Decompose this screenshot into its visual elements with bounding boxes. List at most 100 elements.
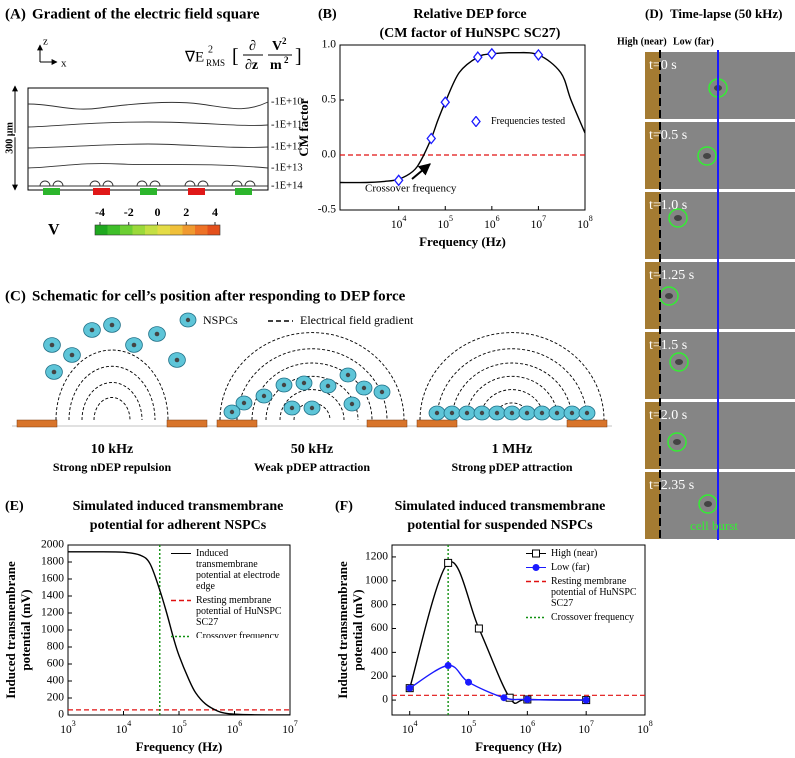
cell-nucleus (325, 383, 331, 389)
x-tick-label: 107 (531, 214, 547, 231)
annotation-arrow (411, 163, 431, 180)
colorbar-cell (170, 225, 183, 235)
electrode (43, 188, 60, 195)
frame-time: t=0.5 s (649, 128, 687, 143)
marker (533, 48, 544, 61)
x-tick-label: 108 (637, 719, 653, 736)
formula: 2 (282, 36, 287, 46)
frame-time: t=2.35 s (649, 478, 694, 493)
legend-entry: Resting membrane potential of HuNSPC SC2… (525, 576, 643, 609)
cell-highlight (667, 432, 687, 452)
colorbar-cell (107, 225, 120, 235)
cell-nucleus (379, 389, 385, 395)
x-tick-power: 6 (238, 719, 242, 728)
y-tick-label: 2000 (41, 539, 64, 551)
field-line (451, 362, 573, 421)
cell-nucleus (261, 393, 267, 399)
contour-line (27, 121, 269, 128)
legend-text: Crossover frequency (196, 631, 280, 638)
marker (532, 549, 540, 558)
case-frequency: 50 kHz (291, 442, 333, 457)
y-tick-label: 1800 (41, 556, 64, 568)
cell-nucleus (69, 352, 75, 358)
cell-nucleus (449, 410, 455, 416)
field-line (465, 375, 559, 421)
x-tick-power: 7 (590, 719, 594, 728)
formula: 2 (284, 55, 289, 65)
colorbar-cell (207, 225, 220, 235)
cell-nucleus (361, 385, 367, 391)
field-line (55, 349, 169, 421)
chart-subtitle: potential for adherent NSPCs (90, 518, 267, 533)
y-tick-label: 1400 (41, 590, 64, 602)
x-tick-label: 104 (116, 719, 132, 736)
cell-nucleus (494, 410, 500, 416)
case-frequency: 1 MHz (492, 442, 533, 457)
electrode (93, 188, 110, 195)
x-tick-power: 7 (542, 214, 546, 223)
field-line (419, 332, 605, 421)
electrode-strip (645, 332, 660, 399)
x-tick-power: 5 (183, 719, 187, 728)
x-tick-base: 10 (461, 724, 473, 736)
y-axis-label: potential (mV) (18, 589, 33, 670)
electrode (366, 419, 408, 428)
marker (426, 132, 437, 145)
formula: 2 (208, 44, 213, 55)
legend-entry: Crossover frequency (170, 631, 288, 638)
y-tick-label: 1000 (41, 624, 64, 636)
y-tick-label: 200 (47, 692, 65, 704)
marker (393, 174, 404, 187)
cell-image (674, 215, 682, 221)
colorbar-cell (195, 225, 208, 235)
marker (523, 695, 531, 703)
contour-label: -1E+11 (271, 119, 302, 130)
legend-text: Induced transmembrane potential at elect… (196, 548, 280, 592)
axis-label: x (61, 58, 67, 70)
legend-box: Frequencies tested (465, 115, 583, 127)
cell-nucleus (349, 401, 355, 407)
panel-label: (A) (5, 6, 26, 22)
x-tick-label: 106 (520, 719, 536, 736)
marker (440, 96, 451, 109)
cell-nucleus (569, 410, 575, 416)
x-tick-power: 6 (496, 214, 500, 223)
electrode (566, 419, 608, 428)
frame-time: t=1.5 s (649, 338, 687, 353)
case-response: Strong nDEP repulsion (53, 460, 172, 474)
legend-symbol (171, 599, 191, 602)
x-tick-label: 104 (402, 719, 418, 736)
legend-text: High (near) (551, 548, 598, 559)
x-tick-label: 105 (461, 719, 477, 736)
x-tick-power: 7 (294, 719, 298, 728)
cell-highlight (668, 208, 688, 228)
y-tick-label: 1600 (41, 573, 64, 585)
frame (645, 122, 795, 189)
legend-symbol (171, 635, 191, 638)
contour-label: -1E+13 (271, 162, 303, 173)
case-frequency: 10 kHz (91, 442, 133, 457)
panel-title: Gradient of the electric field square (32, 6, 260, 22)
contour-label: -1E+12 (271, 141, 303, 152)
x-tick-power: 5 (472, 719, 476, 728)
cell-nucleus (301, 380, 307, 386)
x-tick-base: 10 (637, 724, 649, 736)
electrode (216, 419, 258, 428)
electrode-strip (645, 122, 660, 189)
x-tick-base: 10 (402, 724, 414, 736)
x-tick-power: 4 (402, 214, 406, 223)
legend-text: Electrical field gradient (300, 313, 414, 327)
legend-symbol (526, 616, 546, 619)
x-tick-base: 10 (438, 219, 450, 231)
cell-image (704, 501, 712, 507)
cell-nucleus (434, 410, 440, 416)
x-tick-power: 6 (531, 719, 535, 728)
case-response: Strong pDEP attraction (451, 460, 572, 474)
x-tick-base: 10 (171, 724, 183, 736)
legend-entry: Frequencies tested (465, 115, 583, 127)
cell-highlight (669, 352, 689, 372)
field-line (68, 365, 156, 421)
colorbar-cell (95, 225, 108, 235)
x-tick-power: 8 (589, 214, 593, 223)
formula: ∂ (249, 39, 256, 54)
